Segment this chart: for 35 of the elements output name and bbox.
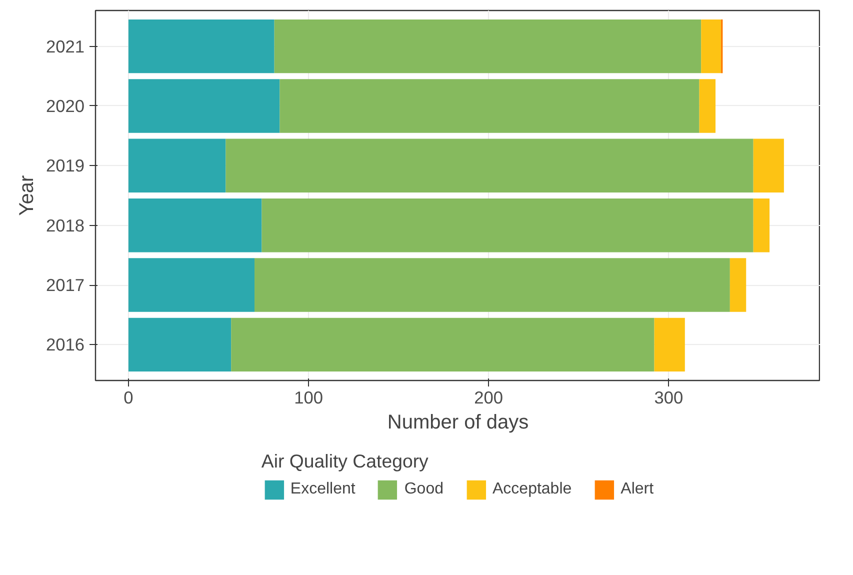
bar bbox=[128, 258, 255, 312]
bar bbox=[128, 79, 280, 133]
x-tick-label: 100 bbox=[294, 388, 323, 408]
legend-label: Excellent bbox=[290, 480, 356, 498]
bar bbox=[128, 318, 232, 372]
bar bbox=[231, 318, 654, 372]
legend-label: Good bbox=[404, 480, 444, 498]
bar bbox=[262, 198, 754, 252]
legend-label: Alert bbox=[620, 480, 654, 498]
bar bbox=[654, 318, 685, 372]
y-axis-title: Year bbox=[16, 174, 38, 216]
bar bbox=[699, 79, 716, 133]
bar bbox=[753, 138, 784, 193]
y-tick-label: 2021 bbox=[46, 36, 85, 56]
bar bbox=[226, 138, 754, 193]
bar bbox=[280, 79, 700, 133]
bar bbox=[701, 19, 721, 74]
bar bbox=[753, 198, 770, 252]
bar bbox=[128, 138, 226, 193]
bar bbox=[730, 258, 746, 312]
bar bbox=[128, 198, 262, 252]
x-tick-label: 200 bbox=[474, 388, 504, 408]
x-tick-label: 300 bbox=[654, 388, 684, 408]
bar bbox=[128, 19, 274, 74]
y-tick-label: 2019 bbox=[46, 156, 85, 176]
y-tick-label: 2020 bbox=[46, 96, 85, 116]
legend-label: Acceptable bbox=[492, 480, 572, 498]
x-axis-title: Number of days bbox=[387, 412, 529, 434]
y-tick-label: 2017 bbox=[46, 275, 85, 296]
y-tick-label: 2016 bbox=[46, 334, 85, 355]
legend-title: Air Quality Category bbox=[261, 450, 430, 472]
y-tick-label: 2018 bbox=[46, 215, 85, 236]
bar bbox=[274, 19, 702, 74]
x-tick-label: 0 bbox=[124, 388, 134, 408]
bar bbox=[254, 258, 730, 312]
